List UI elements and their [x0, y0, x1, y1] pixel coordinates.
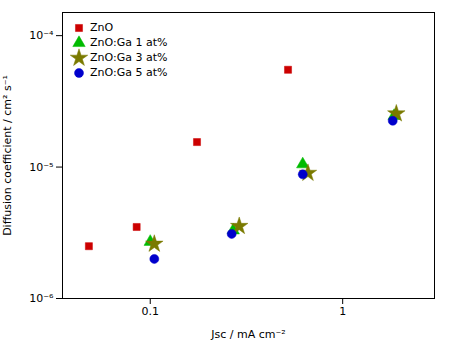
html-text:ZnO:Ga 5 at%: ZnO:Ga 5 at%	[90, 66, 168, 79]
svg-text:Jsc / mA cm⁻²: Jsc / mA cm⁻²	[210, 328, 285, 340]
html-text:ZnO: ZnO	[90, 21, 114, 34]
svg-text:Diffusion coefficient / cm² s⁻: Diffusion coefficient / cm² s⁻¹	[1, 75, 14, 236]
svg-text:10⁻⁴: 10⁻⁴	[29, 29, 54, 42]
html-text:ZnO:Ga 1 at%: ZnO:Ga 1 at%	[90, 36, 168, 49]
svg-text:10⁻⁵: 10⁻⁵	[29, 161, 53, 174]
html-text:ZnO:Ga 3 at%: ZnO:Ga 3 at%	[90, 51, 168, 64]
svg-text:0.1: 0.1	[141, 305, 159, 318]
svg-text:10⁻⁶: 10⁻⁶	[29, 292, 54, 305]
svg-text:1: 1	[339, 305, 346, 318]
